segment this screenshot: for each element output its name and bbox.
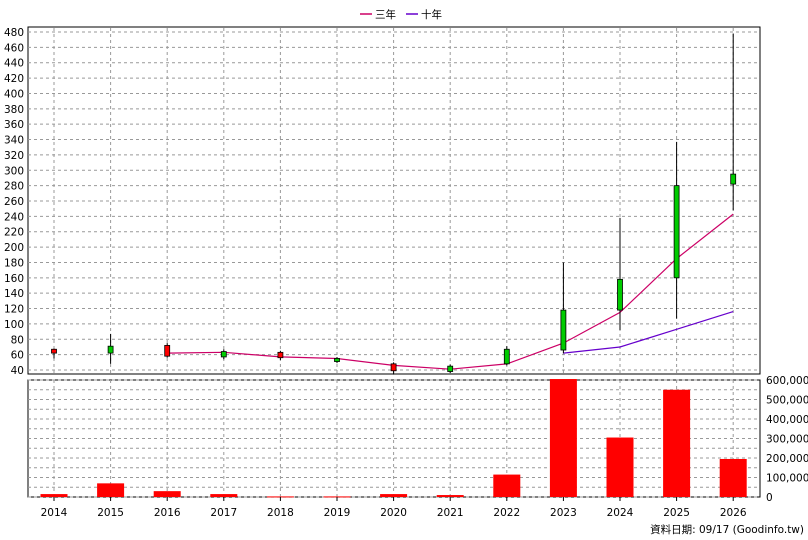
price-tick-label: 400 (4, 88, 24, 100)
volume-bar (493, 474, 521, 497)
candle-body (390, 363, 397, 372)
price-tick-label: 360 (4, 119, 24, 131)
price-tick-label: 320 (4, 150, 24, 162)
volume-bar (719, 458, 747, 497)
candle-body (107, 345, 114, 354)
x-tick-label: 2014 (41, 507, 68, 519)
legend: 三年 十年 (360, 8, 442, 21)
candle-body (730, 173, 737, 185)
price-tick-label: 480 (4, 27, 24, 39)
price-tick-label: 200 (4, 242, 24, 254)
price-panel: 480 460 440 420 400 380 360 340 320 300 280 260 240 2… (4, 26, 761, 377)
price-tick-label: 180 (4, 257, 24, 269)
price-tick-label: 420 (4, 73, 24, 85)
price-tick-label: 120 (4, 304, 24, 316)
volume-tick-label: 0 (766, 492, 773, 504)
legend-label: 三年 (375, 8, 396, 21)
price-tick-label: 40 (11, 365, 24, 377)
price-tick-label: 80 (11, 334, 24, 346)
legend-label: 十年 (421, 8, 442, 21)
x-tick-label: 2026 (720, 507, 747, 519)
candle-body (503, 348, 510, 365)
volume-tick-label: 300,000 (766, 434, 808, 446)
volume-bar (153, 491, 181, 497)
volume-bar (606, 437, 634, 497)
candle-body (220, 351, 227, 358)
price-tick-label: 340 (4, 135, 24, 147)
price-tick-label: 260 (4, 196, 24, 208)
price-tick-label: 160 (4, 273, 24, 285)
volume-bar (210, 494, 238, 497)
candle-body (277, 351, 284, 359)
x-tick-label: 2022 (493, 507, 520, 519)
price-tick-label: 140 (4, 288, 24, 300)
x-tick-label: 2019 (324, 507, 351, 519)
price-tick-label: 240 (4, 211, 24, 223)
x-tick-label: 2017 (210, 507, 237, 519)
volume-tick-label: 500,000 (766, 395, 808, 407)
x-axis: 2014 2015 2016 2017 2018 2019 2020 2021 2022 2023… (41, 497, 747, 519)
x-tick-label: 2016 (154, 507, 181, 519)
volume-bar (380, 494, 408, 497)
volume-tick-label: 100,000 (766, 473, 808, 485)
price-tick-label: 460 (4, 42, 24, 54)
volume-panel: 600,000 500,000 400,000 300,000 200,000 100,0… (27, 375, 808, 504)
price-tick-label: 220 (4, 227, 24, 239)
volume-tick-label: 400,000 (766, 414, 808, 426)
candle-body (334, 358, 340, 362)
candle-body (164, 345, 171, 357)
volume-bar (40, 494, 68, 497)
x-tick-label: 2021 (437, 507, 464, 519)
x-tick-label: 2024 (607, 507, 634, 519)
volume-bar (436, 495, 464, 497)
volume-bar (663, 389, 691, 497)
series-line (563, 311, 734, 354)
x-tick-label: 2015 (97, 507, 124, 519)
price-tick-label: 280 (4, 181, 24, 193)
x-tick-label: 2023 (550, 507, 577, 519)
date-footer: 資料日期: 09/17 (Goodinfo.tw) (650, 523, 804, 536)
volume-tick-label: 600,000 (766, 375, 808, 387)
price-tick-label: 60 (11, 350, 24, 362)
candle-body (560, 309, 567, 351)
volume-bar (97, 483, 125, 497)
candle-body (447, 365, 454, 372)
price-tick-label: 440 (4, 58, 24, 70)
volume-bar (549, 379, 577, 497)
volume-tick-label: 200,000 (766, 453, 808, 465)
series-line (167, 213, 734, 370)
price-tick-label: 380 (4, 104, 24, 116)
candle-body (673, 185, 680, 279)
volume-bar (323, 496, 351, 498)
candle-body (617, 278, 623, 311)
volume-bar (266, 496, 294, 498)
x-tick-label: 2020 (380, 507, 407, 519)
x-tick-label: 2025 (663, 507, 690, 519)
candle-body (51, 348, 57, 354)
price-tick-label: 100 (4, 319, 24, 331)
price-tick-label: 300 (4, 165, 24, 177)
x-tick-label: 2018 (267, 507, 294, 519)
